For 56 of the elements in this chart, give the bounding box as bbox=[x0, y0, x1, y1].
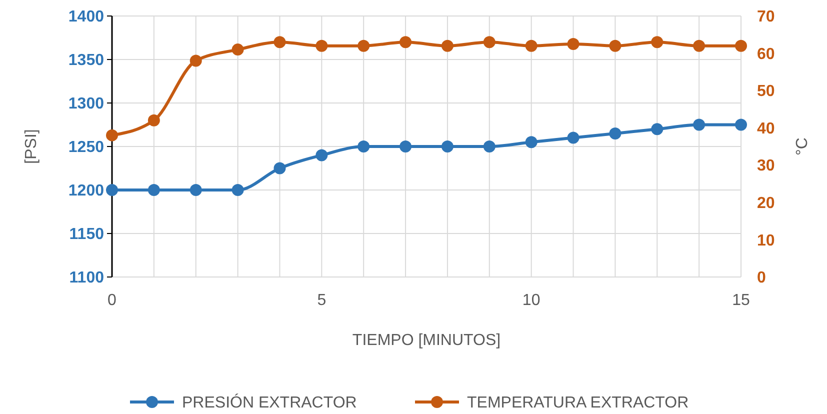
point bbox=[735, 40, 747, 52]
x-tick-label: 0 bbox=[108, 292, 117, 309]
point bbox=[567, 38, 580, 50]
x-axis-title: TIEMPO [MINUTOS] bbox=[352, 332, 501, 349]
point bbox=[609, 40, 622, 52]
point bbox=[651, 36, 664, 48]
point bbox=[525, 136, 538, 148]
y-tick-label: 1300 bbox=[68, 96, 104, 113]
y2-tick-label: 30 bbox=[757, 158, 775, 175]
point bbox=[358, 140, 370, 152]
point bbox=[441, 40, 454, 52]
point bbox=[400, 36, 412, 48]
y-tick-label: 1150 bbox=[69, 226, 104, 244]
y-axis-title: [PSI] bbox=[23, 129, 40, 164]
y2-tick-label: 10 bbox=[757, 232, 775, 250]
point bbox=[735, 118, 747, 131]
y-tick-label: 1200 bbox=[68, 182, 104, 200]
legend-label: PRESIÓN EXTRACTOR bbox=[182, 394, 357, 412]
point bbox=[148, 184, 160, 196]
legend-label: TEMPERATURA EXTRACTOR bbox=[467, 394, 689, 412]
point bbox=[148, 114, 160, 126]
point bbox=[693, 40, 706, 52]
point bbox=[316, 40, 328, 52]
point bbox=[190, 54, 202, 67]
y2-tick-label: 20 bbox=[757, 195, 775, 212]
point bbox=[274, 36, 286, 48]
y2-tick-label: 50 bbox=[757, 83, 775, 100]
point bbox=[358, 40, 370, 52]
x-tick-label: 15 bbox=[732, 292, 750, 309]
point bbox=[483, 140, 496, 152]
y2-tick-label: 60 bbox=[757, 46, 775, 63]
y2-axis-title: °C bbox=[794, 138, 811, 156]
y2-tick-label: 70 bbox=[757, 8, 775, 26]
point bbox=[232, 44, 244, 56]
x-tick-label: 10 bbox=[522, 292, 540, 309]
point bbox=[274, 162, 286, 174]
point bbox=[651, 123, 664, 136]
y-tick-label: 1400 bbox=[68, 8, 104, 26]
x-tick-label: 5 bbox=[317, 292, 326, 309]
point bbox=[316, 149, 328, 162]
y2-tick-label: 40 bbox=[757, 120, 775, 138]
point bbox=[483, 36, 496, 48]
point bbox=[567, 132, 580, 144]
y2-tick-label: 0 bbox=[757, 270, 766, 287]
point bbox=[609, 127, 622, 140]
point bbox=[232, 184, 244, 196]
y-tick-label: 1350 bbox=[68, 52, 104, 70]
point bbox=[441, 140, 454, 152]
y-tick-label: 1100 bbox=[69, 270, 104, 287]
point bbox=[106, 129, 118, 142]
point bbox=[190, 184, 202, 196]
y-tick-label: 1250 bbox=[68, 139, 104, 156]
point bbox=[525, 40, 538, 52]
point bbox=[400, 140, 412, 152]
point bbox=[106, 184, 118, 196]
point bbox=[693, 118, 706, 131]
